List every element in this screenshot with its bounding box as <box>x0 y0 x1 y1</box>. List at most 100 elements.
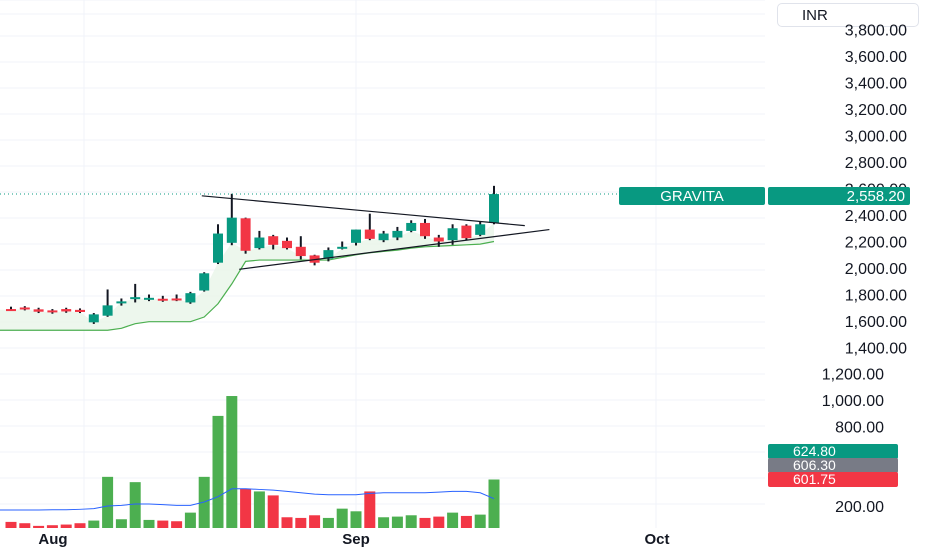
volume-axis: 200.00 800.00 1,000.00 1,200.00 <box>822 367 884 517</box>
volume-bar-22 <box>309 515 321 528</box>
price-tick-1: 1,600.00 <box>845 314 907 331</box>
support-band-fill <box>0 222 494 331</box>
candle-body-21 <box>295 246 306 257</box>
volume-bar-31 <box>433 516 445 528</box>
volume-bar-0 <box>5 521 17 528</box>
time-tick-0: Aug <box>38 531 67 548</box>
volume-label-2-bg <box>768 458 898 473</box>
candle-body-23 <box>323 250 334 259</box>
candle-body-14 <box>199 273 210 291</box>
price-axis[interactable]: 1,400.00 1,600.00 1,800.00 2,000.00 2,200.00… <box>845 23 907 358</box>
volume-bar-17 <box>240 488 252 528</box>
time-tick-1: Sep <box>342 531 370 548</box>
candle-body-24 <box>337 246 348 249</box>
volume-bar-10 <box>143 519 155 528</box>
volume-bar-11 <box>157 520 169 528</box>
price-tick-12: 3,800.00 <box>845 23 907 40</box>
volume-bar-30 <box>419 517 431 528</box>
volume-tick-2: 1,000.00 <box>822 393 884 410</box>
candle-body-25 <box>351 229 361 243</box>
volume-bar-21 <box>295 517 307 528</box>
volume-label-1: 624.80 <box>793 443 836 459</box>
volume-bar-16 <box>226 396 238 528</box>
candle-body-35 <box>489 194 499 223</box>
volume-bar-32 <box>447 512 459 528</box>
candle-body-27 <box>378 233 389 241</box>
volume-label-1-bg <box>768 444 898 459</box>
price-label: 2,558.20 <box>847 188 905 205</box>
price-tick-3: 2,000.00 <box>845 261 907 278</box>
candle-body-5 <box>75 309 85 312</box>
candle-body-17 <box>240 218 251 251</box>
volume-bar-23 <box>322 517 334 528</box>
candle-body-32 <box>447 228 458 241</box>
volume-bar-6 <box>88 520 100 528</box>
volume-label-3: 601.75 <box>793 471 836 487</box>
candle-body-12 <box>171 298 182 301</box>
candle-body-13 <box>185 293 196 303</box>
volume-bar-27 <box>378 517 390 528</box>
candle-body-20 <box>282 240 292 249</box>
time-tick-2: Oct <box>644 531 669 548</box>
volume-ma-line <box>0 488 495 511</box>
candle-body-10 <box>144 297 154 300</box>
currency-selector[interactable]: INR <box>777 3 919 27</box>
volume-bar-19 <box>267 495 279 528</box>
price-tick-9: 3,200.00 <box>845 102 907 119</box>
candle-body-26 <box>364 229 375 239</box>
candle-body-18 <box>254 237 265 249</box>
candle-body-16 <box>226 217 237 243</box>
price-tick-10: 3,400.00 <box>845 76 907 93</box>
candle-body-19 <box>268 236 279 245</box>
triangle-pattern <box>201 195 550 270</box>
triangle-lower-line <box>239 228 550 270</box>
volume-tick-0: 200.00 <box>835 499 884 516</box>
candle-body-11 <box>157 298 168 301</box>
volume-bar-24 <box>336 508 348 528</box>
volume-bars <box>5 396 500 528</box>
symbol-label: GRAVITA <box>660 188 724 205</box>
volume-bar-13 <box>184 512 196 528</box>
volume-bar-12 <box>171 521 183 528</box>
candle-body-30 <box>420 222 430 237</box>
support-band <box>0 222 495 331</box>
volume-bar-5 <box>74 523 86 528</box>
axis-labels: GRAVITA 2,558.20 624.80 606.30 601.75 <box>619 187 910 487</box>
candle-body-7 <box>102 305 113 316</box>
volume-bar-34 <box>474 514 486 528</box>
price-tick-7: 2,800.00 <box>845 155 907 172</box>
volume-bar-4 <box>60 524 72 528</box>
candle-body-4 <box>61 309 72 312</box>
time-axis[interactable]: Aug Sep Oct <box>38 531 669 548</box>
candle-body-33 <box>461 225 472 239</box>
price-tick-4: 2,200.00 <box>845 235 907 252</box>
candle-body-34 <box>475 224 486 235</box>
volume-tick-1: 800.00 <box>835 420 884 437</box>
volume-bar-1 <box>19 523 31 528</box>
volume-bar-3 <box>46 525 58 528</box>
volume-bar-25 <box>350 511 362 528</box>
grid <box>0 0 765 528</box>
candlesticks <box>6 185 499 324</box>
candle-body-0 <box>6 309 16 312</box>
candle-body-15 <box>213 233 223 263</box>
candle-body-2 <box>33 309 44 312</box>
candle-body-3 <box>47 310 58 313</box>
volume-label-2: 606.30 <box>793 457 836 473</box>
price-tick-0: 1,400.00 <box>845 341 907 358</box>
volume-bar-15 <box>212 415 224 528</box>
candle-body-1 <box>19 307 30 310</box>
price-tick-11: 3,600.00 <box>845 49 907 66</box>
candle-body-8 <box>116 301 127 304</box>
volume-bar-28 <box>391 516 403 528</box>
candle-body-28 <box>392 230 403 238</box>
candle-body-9 <box>130 297 141 300</box>
volume-label-3-bg <box>768 472 898 487</box>
volume-bar-33 <box>460 515 472 528</box>
symbol-label-bg <box>619 187 765 205</box>
price-label-bg <box>768 187 910 205</box>
support-band-line <box>0 240 495 331</box>
candle-body-29 <box>406 222 417 231</box>
volume-bar-9 <box>129 482 141 528</box>
